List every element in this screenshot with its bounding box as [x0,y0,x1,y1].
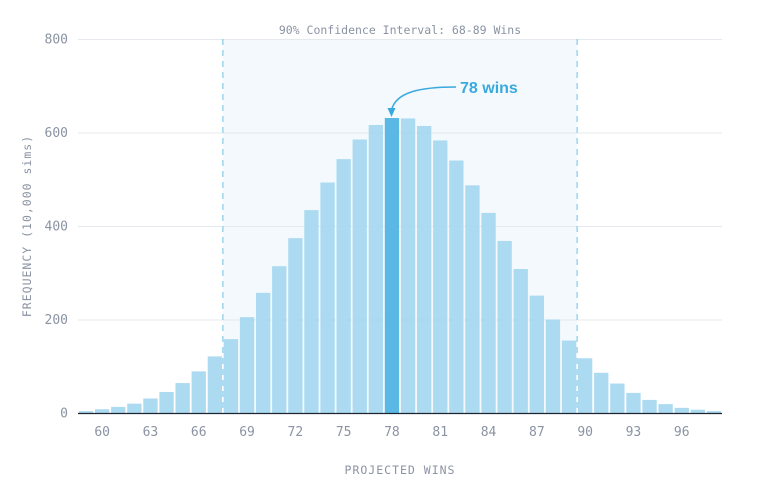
annotation-label: 78 wins [460,80,518,97]
bar [706,411,722,413]
bar [368,125,383,414]
x-tick-label: 66 [191,425,207,440]
x-tick-label: 72 [288,425,304,440]
bar [239,317,255,413]
bar [223,339,239,413]
x-tick-label: 96 [674,425,690,440]
bar [449,160,464,413]
bar [465,185,480,413]
bar [578,358,593,413]
bar [433,140,448,413]
x-tick-label: 63 [143,425,159,440]
bar [111,406,126,413]
bars [78,118,722,414]
bar [594,372,609,413]
bar [288,238,303,413]
bar [626,392,641,413]
bar [481,212,496,413]
bar [561,340,577,413]
bar [497,240,512,413]
confidence-interval-label: 90% Confidence Interval: 68-89 Wins [279,23,521,37]
arrowhead-icon [387,108,396,117]
bar [513,269,528,413]
bar [352,139,367,413]
bar [674,407,689,413]
bar [610,383,625,413]
peak-annotation: 78 wins [387,80,518,117]
x-axis-title: PROJECTED WINS [345,463,456,477]
bar [417,125,432,413]
bar [336,159,351,413]
bar [690,409,705,413]
bar [256,292,271,413]
bar [78,411,94,413]
x-tick-label: 93 [626,425,642,440]
x-tick-label: 69 [239,425,255,440]
x-tick-label: 60 [94,425,110,440]
x-axis-tick-labels: 60 63 66 69 72 75 78 81 84 87 90 93 96 [94,425,689,440]
x-tick-label: 75 [336,425,352,440]
bar [272,266,287,413]
x-tick-label: 90 [577,425,593,440]
bar [191,371,206,413]
bar [545,319,561,413]
bar [304,210,319,413]
bar [658,404,673,413]
bar [127,403,142,413]
bar [529,295,544,413]
y-tick-label: 600 [45,126,68,141]
y-tick-label: 400 [45,220,68,235]
y-axis-title: FREQUENCY (10,000 sims) [20,135,34,317]
x-tick-label: 78 [384,425,400,440]
y-tick-label: 0 [60,407,68,422]
x-tick-label: 84 [481,425,497,440]
y-tick-label: 800 [45,33,68,48]
confidence-interval-lines [222,39,578,413]
y-tick-label: 200 [45,313,68,328]
bar [143,398,158,413]
bar [175,383,190,413]
x-tick-label: 87 [529,425,545,440]
annotation-arrow-icon [390,86,457,111]
x-tick-label: 81 [432,425,448,440]
bar [320,182,335,413]
bar [207,356,222,413]
y-axis-tick-labels: 0 200 400 600 800 [45,33,68,422]
bar [95,409,110,413]
bar [400,118,416,413]
grid-lines [78,39,722,321]
bar [159,391,174,413]
bar [642,399,657,413]
highlighted-bar [384,118,400,413]
